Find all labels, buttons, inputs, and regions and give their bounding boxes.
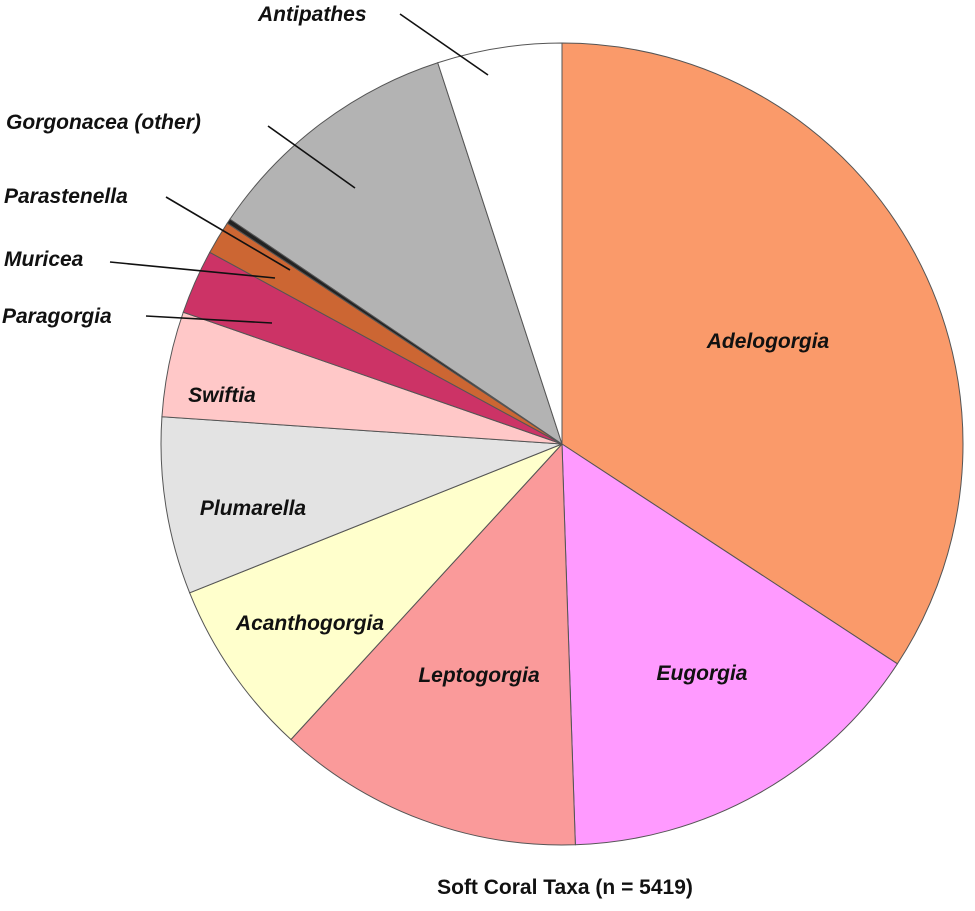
leader-muricea: [109, 261, 276, 279]
label-swiftia: Swiftia: [188, 384, 256, 407]
label-gorgonacea-other: Gorgonacea (other): [6, 111, 201, 134]
label-leptogorgia: Leptogorgia: [418, 664, 540, 687]
pie-slices: [160, 42, 964, 846]
label-eugorgia: Eugorgia: [656, 662, 747, 685]
slice-leptogorgia: [290, 442, 576, 846]
leader-antipathes: [399, 13, 489, 76]
label-muricea: Muricea: [4, 248, 84, 271]
label-adelogorgia: Adelogorgia: [706, 330, 830, 353]
slice-eugorgia: [561, 443, 899, 846]
label-plumarella: Plumarella: [200, 497, 307, 520]
leader-lines: [109, 13, 489, 324]
label-paragorgia: Paragorgia: [2, 305, 112, 328]
slice-labels: Adelogorgia Eugorgia Leptogorgia Acantho…: [2, 3, 830, 687]
label-antipathes: Antipathes: [257, 3, 367, 26]
slice-antipathes: [437, 42, 563, 445]
leader-paragorgia: [145, 315, 273, 324]
chart-title: Soft Coral Taxa (n = 5419): [437, 876, 693, 899]
leader-parastenella: [165, 196, 291, 271]
leader-gorgonacea-other: [267, 125, 356, 189]
slice-acanthogorgia: [188, 443, 563, 741]
label-acanthogorgia: Acanthogorgia: [235, 612, 384, 635]
slice-adelogorgia: [561, 42, 964, 665]
slice-plumarella: [160, 416, 563, 594]
label-parastenella: Parastenella: [4, 185, 128, 208]
